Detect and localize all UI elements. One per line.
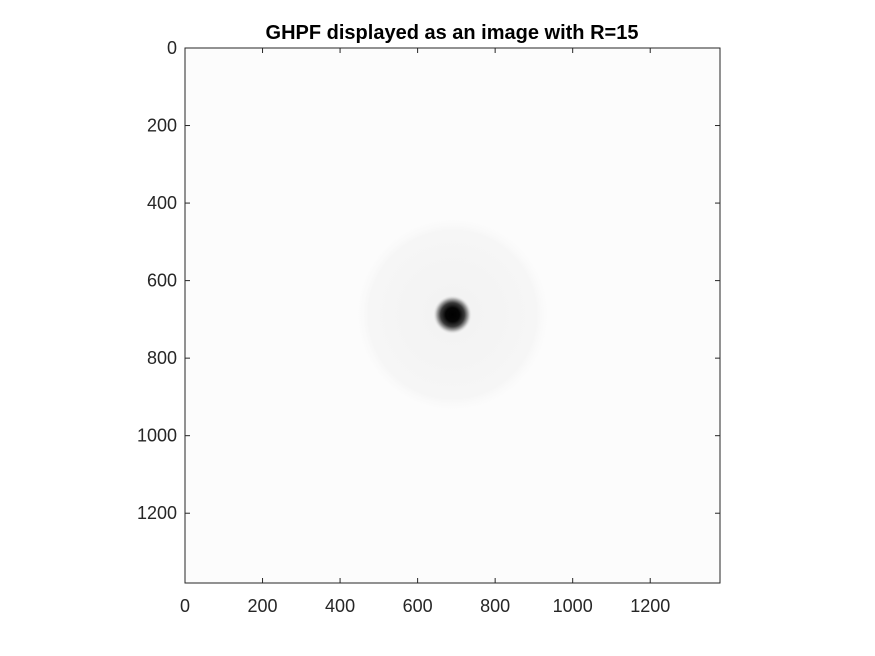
x-tick-label: 1200 (630, 596, 670, 616)
x-axis: 0 200 400 600 800 1000 1200 (180, 48, 670, 616)
x-tick-label: 0 (180, 596, 190, 616)
x-tick-label: 600 (403, 596, 433, 616)
x-tick-label: 800 (480, 596, 510, 616)
y-tick-label: 1200 (137, 503, 177, 523)
y-tick-label: 600 (147, 271, 177, 291)
chart-title: GHPF displayed as an image with R=15 (266, 22, 639, 44)
y-tick-label: 800 (147, 348, 177, 368)
x-tick-label: 200 (248, 596, 278, 616)
axes-box (184, 47, 721, 584)
y-tick-label: 400 (147, 193, 177, 213)
x-tick-label: 1000 (553, 596, 593, 616)
filter-image (185, 48, 720, 583)
y-tick-label: 0 (167, 38, 177, 58)
y-tick-label: 200 (147, 116, 177, 136)
y-axis: 0 200 400 600 800 1000 1200 (137, 38, 720, 523)
filter-dark-core (432, 294, 473, 335)
x-tick-label: 400 (325, 596, 355, 616)
y-tick-label: 1000 (137, 426, 177, 446)
